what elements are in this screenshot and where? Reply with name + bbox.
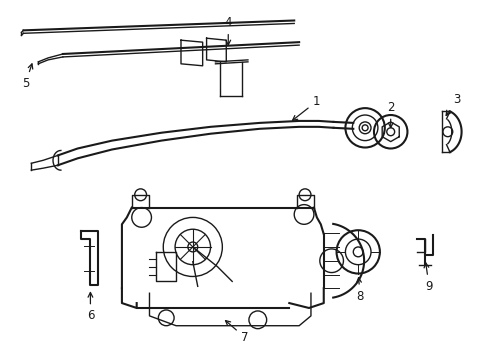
- Text: 9: 9: [423, 263, 432, 293]
- Text: 2: 2: [386, 101, 394, 127]
- Text: 4: 4: [224, 16, 231, 45]
- Text: 3: 3: [445, 93, 459, 116]
- Text: 8: 8: [356, 278, 363, 303]
- Text: 6: 6: [86, 292, 94, 322]
- Text: 1: 1: [292, 95, 320, 120]
- Text: 7: 7: [225, 321, 248, 344]
- Text: 5: 5: [21, 64, 33, 90]
